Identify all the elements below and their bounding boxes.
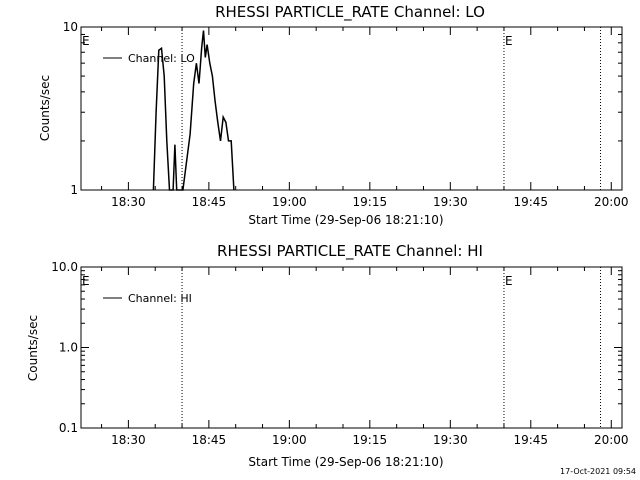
lo-x-tick-label: 18:30 (111, 195, 146, 209)
lo-x-axis-label: Start Time (29-Sep-06 18:21:10) (248, 213, 443, 227)
lo-y-tick-label: 10 (63, 20, 78, 34)
lo-series-line (152, 30, 235, 191)
lo-x-tick-label: 20:00 (594, 195, 629, 209)
lo-x-tick-label: 19:15 (353, 195, 388, 209)
hi-y-tick-label: 10.0 (51, 260, 78, 274)
hi-chart-title: RHESSI PARTICLE_RATE Channel: HI (217, 242, 483, 261)
lo-x-tick-label: 19:00 (272, 195, 307, 209)
lo-legend: Channel: LO (103, 52, 195, 65)
hi-x-tick-label: 19:30 (433, 433, 468, 447)
hi-x-tick-label: 18:30 (111, 433, 146, 447)
hi-x-tick-label: 18:45 (192, 433, 227, 447)
hi-x-axis-label: Start Time (29-Sep-06 18:21:10) (248, 455, 443, 469)
lo-chart-title: RHESSI PARTICLE_RATE Channel: LO (215, 3, 485, 22)
lo-event-marker-label: E (505, 34, 513, 48)
hi-event-marker-label: E (505, 274, 513, 288)
lo-plot-frame (80, 26, 623, 191)
hi-x-tick-label: 19:15 (353, 433, 388, 447)
hi-y-axis-label: Counts/sec (26, 315, 40, 381)
lo-event-marker-label: E (82, 34, 90, 48)
hi-event-marker-label: E (82, 274, 90, 288)
lo-y-axis-label: Counts/sec (38, 75, 52, 141)
lo-x-tick-label: 19:30 (433, 195, 468, 209)
hi-legend: Channel: HI (103, 292, 192, 305)
date-stamp: 17-Oct-2021 09:54 (560, 467, 636, 476)
lo-legend-label: Channel: LO (128, 52, 195, 65)
hi-y-tick-label: 1.0 (59, 341, 78, 355)
hi-x-tick-label: 19:45 (513, 433, 548, 447)
hi-y-tick-label: 0.1 (59, 421, 78, 435)
lo-channel-panel: RHESSI PARTICLE_RATE Channel: LO Counts/… (38, 3, 629, 227)
hi-x-tick-label: 19:00 (272, 433, 307, 447)
lo-y-tick-label: 1 (70, 183, 78, 197)
lo-x-tick-label: 18:45 (192, 195, 227, 209)
hi-channel-panel: RHESSI PARTICLE_RATE Channel: HI Counts/… (26, 242, 629, 469)
hi-x-tick-label: 20:00 (594, 433, 629, 447)
lo-x-tick-label: 19:45 (513, 195, 548, 209)
hi-legend-label: Channel: HI (128, 292, 192, 305)
